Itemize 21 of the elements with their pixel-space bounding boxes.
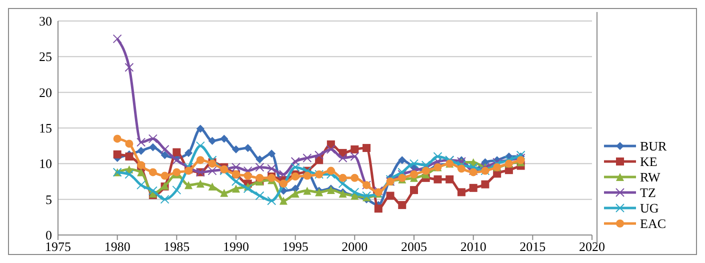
y-tick-label: 15 [39, 120, 52, 136]
legend-label: RW [640, 170, 661, 184]
y-tick-label: 30 [39, 14, 52, 28]
x-tick-label: 2000 [342, 239, 368, 254]
legend-label: BUR [640, 138, 668, 154]
y-tick-label: 5 [46, 192, 52, 207]
y-tick-label: 10 [39, 156, 52, 172]
y-tick-label: 25 [39, 49, 52, 64]
legend-label: UG [640, 200, 659, 216]
x-tick-label: 1990 [223, 239, 249, 254]
legend-label: TZ [640, 185, 656, 200]
x-tick-label: 2015 [520, 239, 546, 254]
x-tick-label: 1980 [104, 239, 130, 254]
x-tick-label: 2020 [579, 239, 605, 254]
legend-label: EAC [640, 216, 666, 231]
x-tick-label: 1995 [282, 239, 308, 254]
x-tick-label: 1985 [164, 239, 190, 254]
x-tick-label: 2010 [460, 239, 486, 254]
y-tick-label: 20 [39, 84, 52, 100]
legend-label: KE [640, 154, 658, 169]
x-tick-label: 2005 [401, 239, 427, 254]
